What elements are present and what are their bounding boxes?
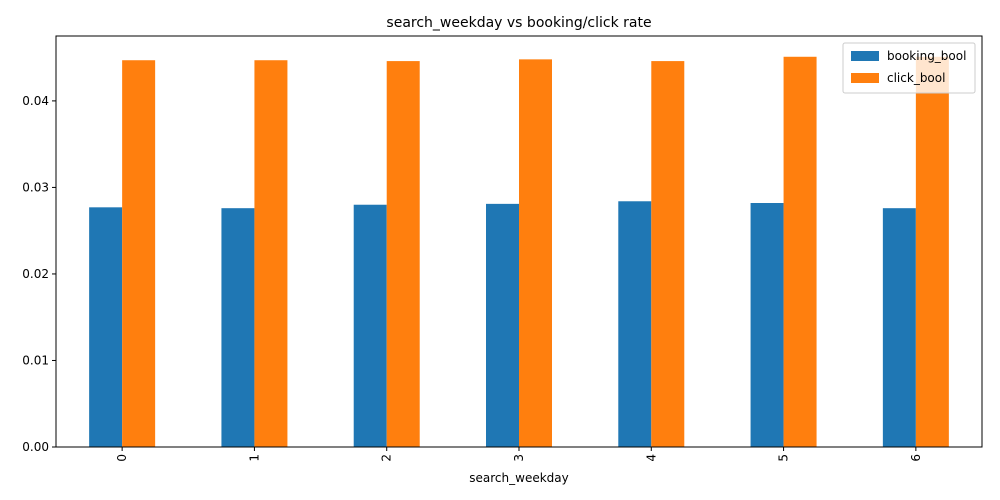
bar-booking_bool-5 [750,203,784,447]
x-tick-label: 0 [115,454,129,462]
legend: booking_bool click_bool [842,42,976,94]
x-tick-label: 6 [909,454,923,462]
y-tick-label: 0.04 [22,94,49,108]
x-tick-label: 2 [380,454,394,462]
y-tick-label: 0.00 [22,440,49,454]
bar-click_bool-4 [651,61,685,448]
x-tick-label: 4 [644,454,658,462]
bar-click_bool-3 [519,59,552,448]
chart-title: search_weekday vs booking/click rate [386,15,651,31]
bar-click_bool-6 [915,56,949,448]
bar-booking_bool-6 [882,208,916,447]
x-tick-label: 1 [247,454,261,462]
x-axis-ticks: 0 1 2 3 4 5 6 [115,447,923,462]
bar-booking_bool-0 [89,207,123,447]
x-axis-label: search_weekday [469,471,568,485]
y-tick-label: 0.03 [22,180,49,194]
bar-booking_bool-3 [486,203,519,447]
x-tick-label: 5 [777,454,791,462]
bar-booking_bool-2 [353,204,387,447]
legend-label-booking_bool: booking_bool [887,49,966,63]
plot-area-frame [55,35,983,448]
x-tick-label: 3 [512,454,526,462]
bar-booking_bool-4 [618,201,652,447]
legend-swatch-booking_bool [851,51,879,61]
bars-layer [89,56,949,448]
bar-click_bool-0 [122,60,156,447]
bar-click_bool-1 [254,60,288,447]
y-tick-label: 0.02 [22,267,49,281]
y-axis-ticks: 0.00 0.01 0.02 0.03 0.04 [22,94,56,454]
bar-booking_bool-1 [221,208,255,447]
y-tick-label: 0.01 [22,353,49,367]
bar-click_bool-5 [783,56,817,448]
legend-swatch-click_bool [851,73,879,83]
legend-label-click_bool: click_bool [887,71,945,85]
bar-click_bool-2 [386,61,420,448]
